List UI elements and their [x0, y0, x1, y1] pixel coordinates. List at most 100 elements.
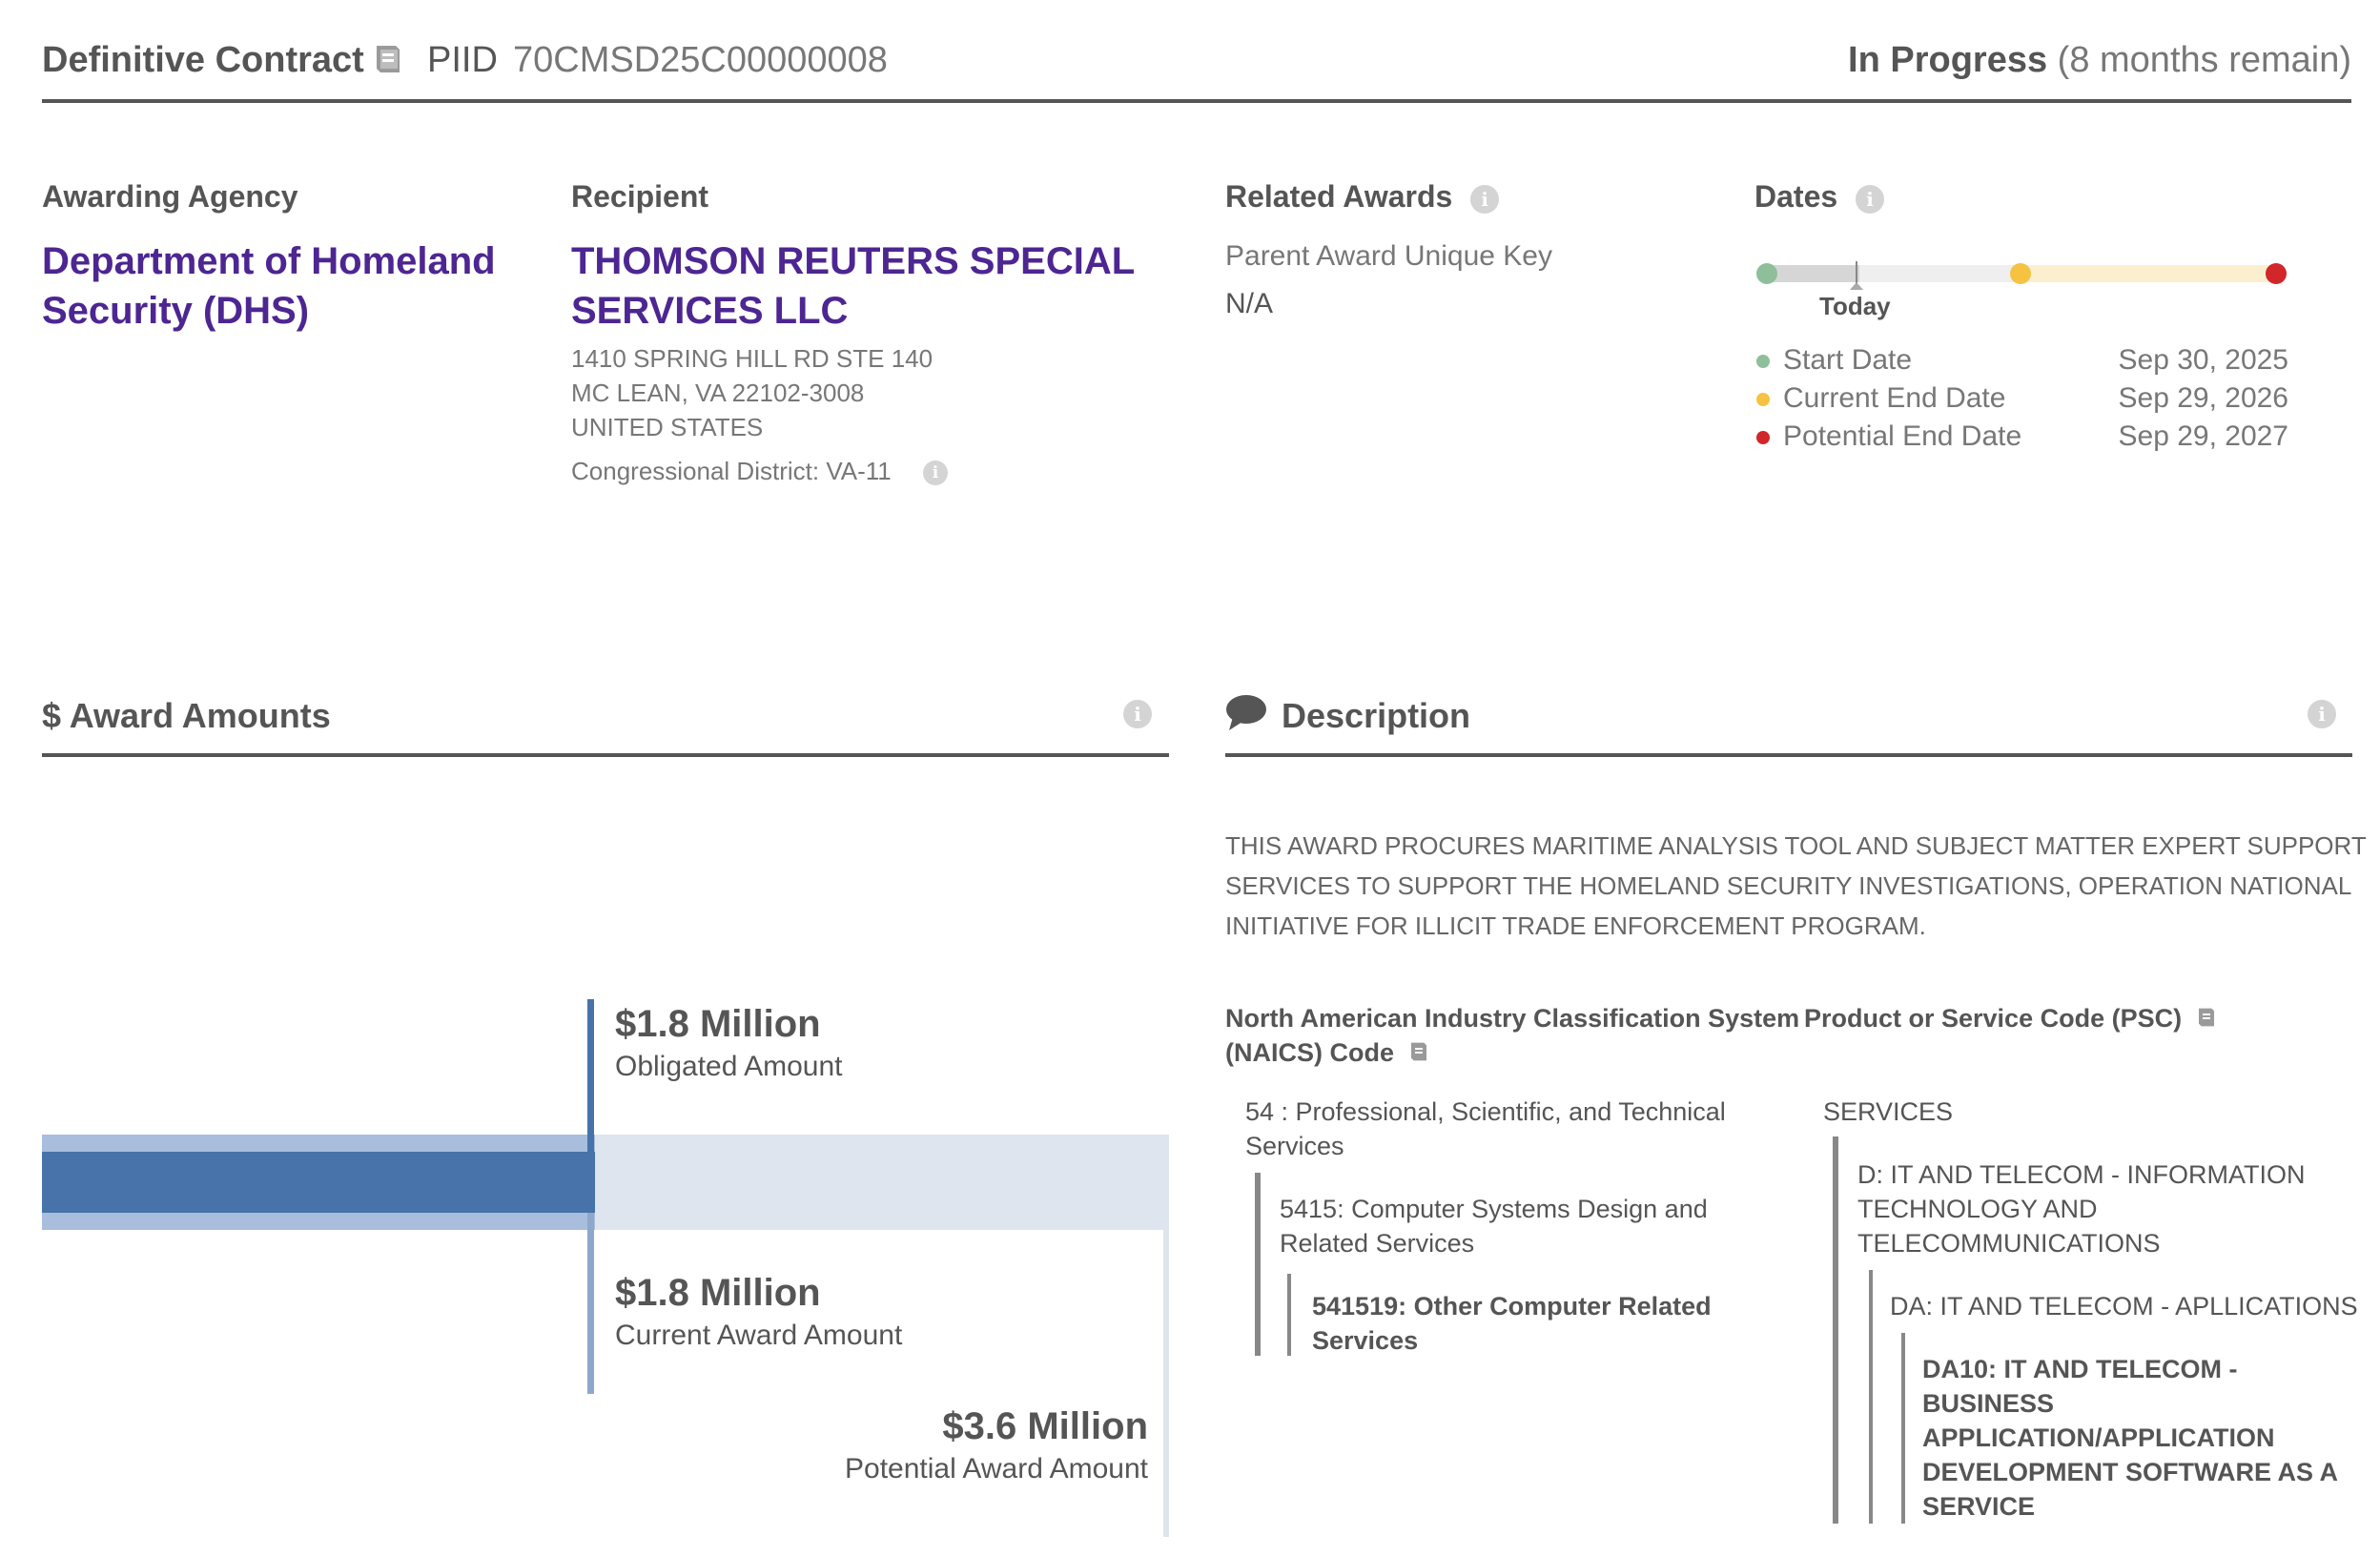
obligated-amount-bar: [42, 1152, 595, 1213]
description-title: Description: [1282, 696, 1471, 735]
address-line1: 1410 SPRING HILL RD STE 140: [571, 344, 934, 373]
psc-tree-bar-2: [1869, 1270, 1873, 1524]
naics-title-code: (NAICS) Code: [1225, 1038, 1394, 1067]
award-header: Definitive Contract PIID 70CMSD25C000000…: [42, 36, 2351, 101]
recipient-name-line1: THOMSON REUTERS SPECIAL: [571, 240, 1136, 282]
potential-amount-label: Potential Award Amount: [845, 1453, 1148, 1484]
date-row-label: Potential End Date: [1783, 420, 2022, 452]
congressional-district: Congressional District: VA-11 i: [571, 454, 948, 488]
naics-level-3: 541519: Other Computer Related Services: [1312, 1289, 1712, 1358]
psc-tree-bar: [1833, 1136, 1838, 1524]
date-row-value: Sep 29, 2027: [2118, 420, 2289, 452]
psc-title: Product or Service Code (PSC): [1804, 1001, 2218, 1037]
awarding-agency-link[interactable]: Department of Homeland Security (DHS): [42, 236, 496, 336]
award-type: Definitive Contract: [42, 40, 364, 80]
psc-l2-line3: TELECOMMUNICATIONS: [1857, 1229, 2161, 1258]
status-text: In Progress: [1848, 40, 2048, 80]
dates-label: Dates i: [1754, 177, 1885, 215]
timeline-start-dot: [1756, 263, 1777, 284]
dates-text: Dates: [1754, 179, 1838, 214]
naics-tree-bar: [1255, 1173, 1261, 1356]
date-row-potential-end: Potential End Date Sep 29, 2027: [1754, 418, 2288, 456]
date-row-start: Start Date Sep 30, 2025: [1754, 341, 2288, 379]
naics-level-2: 5415: Computer Systems Design and Relate…: [1280, 1192, 1708, 1260]
award-amounts-chart: $1.8 Million Obligated Amount $1.8 Milli…: [42, 992, 1169, 1537]
description-text: THIS AWARD PROCURES MARITIME ANALYSIS TO…: [1225, 826, 2367, 946]
info-icon[interactable]: i: [1470, 184, 1500, 214]
psc-level-1: SERVICES: [1823, 1097, 1954, 1126]
agency-name-line1: Department of Homeland: [42, 240, 496, 282]
current-amount-label: Current Award Amount: [615, 1320, 903, 1351]
description-divider: [1225, 753, 2352, 757]
info-icon[interactable]: i: [922, 461, 948, 486]
dates-timeline: Today: [1756, 257, 2287, 334]
psc-level-2: D: IT AND TELECOM - INFORMATION TECHNOLO…: [1857, 1157, 2306, 1260]
timeline-potential: [2020, 265, 2277, 282]
naics-title-line2: (NAICS) Code: [1225, 1035, 1799, 1072]
recipient-label: Recipient: [571, 179, 709, 214]
timeline-elapsed: [1766, 265, 1859, 282]
description-line1: THIS AWARD PROCURES MARITIME ANALYSIS TO…: [1225, 831, 2367, 860]
dates-legend: Start Date Sep 30, 2025 Current End Date…: [1754, 341, 2288, 456]
psc-level-3: DA: IT AND TELECOM - APLLICATIONS: [1890, 1292, 2358, 1321]
naics-level-1: 54 : Professional, Scientific, and Techn…: [1245, 1095, 1726, 1163]
naics-l2-line2: Related Services: [1280, 1229, 1475, 1258]
parent-key-label: Parent Award Unique Key: [1225, 240, 1552, 272]
book-icon[interactable]: [1407, 1037, 1430, 1072]
description-line2: SERVICES TO SUPPORT THE HOMELAND SECURIT…: [1225, 871, 2352, 900]
psc-level-4: DA10: IT AND TELECOM - BUSINESS APPLICAT…: [1922, 1352, 2338, 1524]
potential-end-dot: [1756, 431, 1770, 444]
related-awards-text: Related Awards: [1225, 179, 1453, 214]
current-end-dot: [1756, 393, 1770, 406]
obligated-amount-label: Obligated Amount: [615, 1051, 843, 1082]
recipient-address: 1410 SPRING HILL RD STE 140 MC LEAN, VA …: [571, 341, 933, 444]
psc-l4-line3: APPLICATION/APPLICATION: [1922, 1423, 2275, 1452]
piid-label: PIID: [427, 40, 498, 80]
psc-l4-line2: BUSINESS: [1922, 1389, 2055, 1418]
psc-title-text: Product or Service Code (PSC): [1804, 1004, 2183, 1033]
today-arrow: [1850, 282, 1863, 290]
date-row-value: Sep 30, 2025: [2118, 344, 2289, 376]
naics-l1-line1: 54 : Professional, Scientific, and Techn…: [1245, 1097, 1726, 1126]
obligated-amount-value: $1.8 Million: [615, 1003, 821, 1045]
recipient-link[interactable]: THOMSON REUTERS SPECIAL SERVICES LLC: [571, 236, 1135, 336]
naics-title: North American Industry Classification S…: [1225, 1001, 1799, 1072]
book-icon[interactable]: [371, 42, 405, 81]
start-date-dot: [1756, 355, 1770, 368]
comment-icon: [1225, 694, 1267, 737]
timeline-potential-end-dot: [2266, 263, 2287, 284]
info-icon[interactable]: i: [1123, 700, 1152, 728]
naics-l1-line2: Services: [1245, 1132, 1344, 1160]
psc-tree-bar-3: [1901, 1333, 1905, 1524]
status-area: In Progress (8 months remain): [1848, 36, 2351, 84]
obligated-marker: [587, 999, 594, 1213]
awarding-agency-label: Awarding Agency: [42, 179, 298, 214]
book-icon[interactable]: [2195, 1003, 2218, 1037]
agency-name-line2: Security (DHS): [42, 290, 310, 332]
info-icon[interactable]: i: [2308, 700, 2336, 728]
naics-l3-line2: Services: [1312, 1326, 1419, 1355]
naics-title-line1: North American Industry Classification S…: [1225, 1004, 1800, 1033]
date-row-current-end: Current End Date Sep 29, 2026: [1754, 379, 2288, 418]
related-awards-label: Related Awards i: [1225, 177, 1500, 215]
award-amounts-title: $ Award Amounts: [42, 696, 331, 735]
potential-marker: [1163, 1230, 1169, 1537]
psc-l4-line5: SERVICE: [1922, 1492, 2036, 1521]
parent-key-value: N/A: [1225, 288, 1274, 319]
naics-tree-bar-2: [1287, 1274, 1291, 1356]
naics-l3-line1: 541519: Other Computer Related: [1312, 1292, 1712, 1321]
award-amounts-divider: [42, 753, 1169, 757]
psc-l2-line1: D: IT AND TELECOM - INFORMATION: [1857, 1160, 2306, 1189]
address-country: UNITED STATES: [571, 413, 764, 441]
info-icon[interactable]: i: [1856, 184, 1885, 214]
today-label: Today: [1819, 292, 1891, 320]
psc-l4-line1: DA10: IT AND TELECOM -: [1922, 1355, 2238, 1383]
today-marker: [1856, 261, 1857, 284]
timeline-current-end-dot: [2010, 263, 2031, 284]
naics-l2-line1: 5415: Computer Systems Design and: [1280, 1195, 1708, 1223]
current-marker: [587, 1213, 594, 1394]
psc-l2-line2: TECHNOLOGY AND: [1857, 1195, 2098, 1223]
header-divider: [42, 99, 2351, 103]
status-note: (8 months remain): [2057, 40, 2351, 80]
date-row-label: Start Date: [1783, 344, 1913, 376]
